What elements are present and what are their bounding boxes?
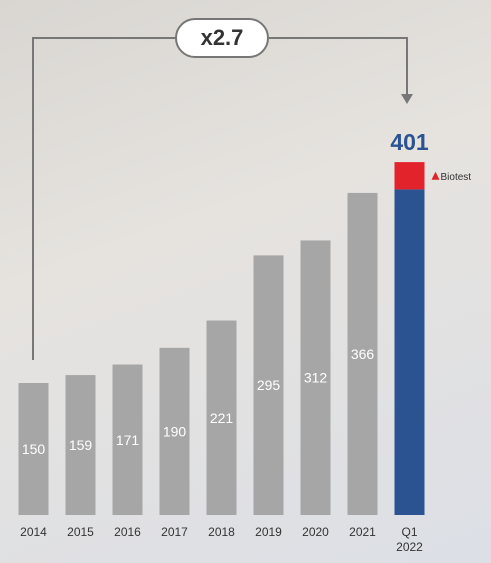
x-tick-label: 2014 [20,525,47,539]
bracket-right [266,37,408,96]
x-tick-label: 2016 [114,525,141,539]
annotation-box [175,18,269,58]
value-label: 150 [22,441,46,457]
bar [253,255,284,515]
arrow-head [401,94,413,104]
legend-icon [431,171,440,180]
bar [18,383,49,515]
bar [159,347,190,515]
x-tick-label: Q1 2022 [396,525,423,554]
x-tick-label: 2018 [208,525,235,539]
x-tick-label: 2020 [302,525,329,539]
bracket [32,37,408,360]
value-label: 312 [304,370,328,386]
bar [394,162,425,190]
x-tick-label: 2017 [161,525,188,539]
value-label: 159 [69,437,93,453]
bar [394,189,425,515]
total-label: 401 [390,129,429,155]
bracket-left [32,37,178,360]
value-label: 366 [351,346,375,362]
x-tick-label: 2015 [67,525,94,539]
value-label: 295 [257,377,281,393]
legend-label: Biotest [441,172,472,183]
bar [65,375,96,515]
bar [206,320,237,515]
value-label: 190 [163,423,187,439]
x-tick-label: 2019 [255,525,282,539]
bar [347,192,378,516]
value-label: 221 [210,410,234,426]
bar [300,240,331,515]
annotation: x2.7 [201,25,244,50]
bar [112,364,143,515]
value-label: 171 [116,432,140,448]
x-tick-label: 2021 [349,525,376,539]
